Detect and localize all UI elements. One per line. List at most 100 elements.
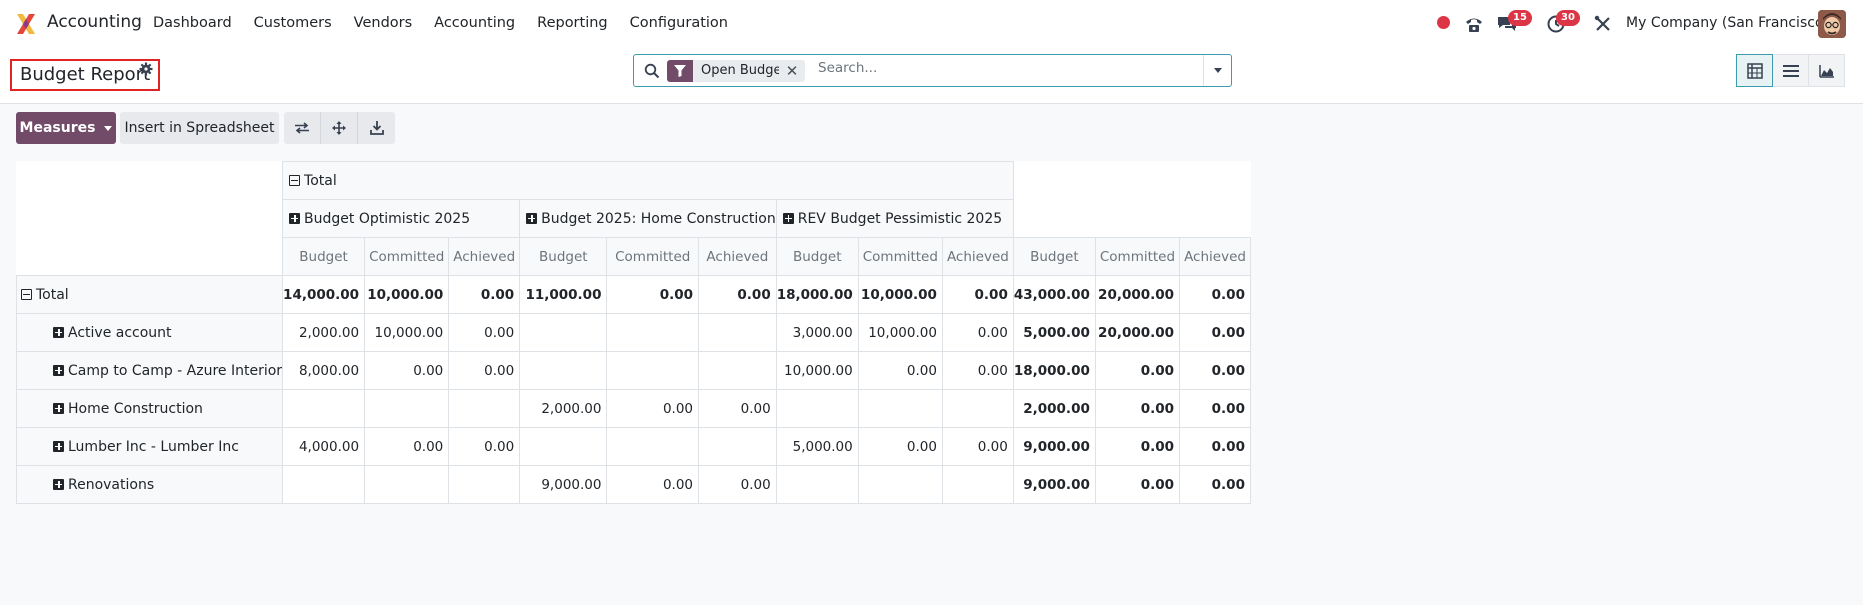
download-button[interactable] [358,112,395,144]
pivot-cell[interactable]: 0.00 [1179,427,1251,466]
pivot-cell[interactable]: 0.00 [606,275,699,314]
pivot-cell[interactable] [606,427,699,466]
pivot-cell[interactable] [857,389,943,428]
pivot-cell[interactable]: 0.00 [1094,351,1181,390]
column-header-group[interactable]: Budget Optimistic 2025 [282,199,521,238]
pivot-cell[interactable] [698,313,777,352]
menu-dashboard[interactable]: Dashboard [153,15,232,31]
menu-reporting[interactable]: Reporting [537,15,608,31]
pivot-cell[interactable] [941,465,1014,504]
pivot-cell[interactable]: 9,000.00 [519,465,608,504]
pivot-cell[interactable]: 0.00 [1094,389,1181,428]
expand-all-button[interactable] [321,112,358,144]
pivot-cell[interactable]: 0.00 [606,465,699,504]
pivot-cell[interactable]: 0.00 [1179,465,1251,504]
pivot-cell[interactable]: 0.00 [1179,275,1251,314]
measure-header[interactable]: Committed [364,237,450,276]
pivot-cell[interactable]: 0.00 [1179,313,1251,352]
measure-header[interactable]: Achieved [448,237,521,276]
measure-header[interactable]: Budget [519,237,608,276]
pivot-cell[interactable]: 4,000.00 [282,427,366,466]
gear-icon[interactable] [139,62,153,76]
search-input[interactable] [818,60,1198,76]
pivot-cell[interactable]: 10,000.00 [857,313,943,352]
pivot-cell[interactable]: 0.00 [448,313,521,352]
pivot-cell[interactable] [519,351,608,390]
pivot-cell[interactable] [364,389,450,428]
pivot-cell[interactable]: 0.00 [606,389,699,428]
measure-header[interactable]: Achieved [1179,237,1251,276]
menu-customers[interactable]: Customers [253,15,332,31]
pivot-cell[interactable]: 0.00 [857,427,943,466]
row-header[interactable]: Lumber Inc - Lumber Inc [15,427,284,466]
pivot-cell[interactable]: 0.00 [698,465,777,504]
pivot-cell[interactable] [448,465,521,504]
pivot-cell[interactable]: 0.00 [941,313,1014,352]
pivot-cell[interactable] [775,465,859,504]
pivot-cell[interactable] [941,389,1014,428]
user-avatar[interactable] [1818,10,1846,38]
search-icon[interactable] [644,63,660,79]
measure-header[interactable]: Achieved [698,237,777,276]
pivot-cell[interactable]: 11,000.00 [519,275,608,314]
menu-configuration[interactable]: Configuration [629,15,728,31]
row-header[interactable]: Home Construction [15,389,284,428]
pivot-cell[interactable]: 0.00 [698,275,777,314]
pivot-cell[interactable] [606,313,699,352]
pivot-cell[interactable]: 0.00 [448,275,521,314]
pivot-cell[interactable] [282,389,366,428]
pivot-cell[interactable] [448,389,521,428]
pivot-cell[interactable]: 20,000.00 [1094,275,1181,314]
pivot-cell[interactable]: 0.00 [1094,465,1181,504]
row-header[interactable]: Renovations [15,465,284,504]
pivot-cell[interactable]: 10,000.00 [364,313,450,352]
accounting-app-logo-icon[interactable] [15,14,37,34]
pivot-cell[interactable] [519,313,608,352]
pivot-cell[interactable] [364,465,450,504]
recording-indicator-icon[interactable] [1437,16,1450,29]
pivot-cell[interactable]: 20,000.00 [1094,313,1181,352]
pivot-view-button[interactable] [1736,54,1773,87]
pivot-cell[interactable]: 0.00 [941,275,1014,314]
tools-icon[interactable] [1592,13,1614,35]
pivot-cell[interactable]: 0.00 [1094,427,1181,466]
pivot-cell[interactable]: 0.00 [698,389,777,428]
pivot-cell[interactable]: 0.00 [364,351,450,390]
column-header-group[interactable]: Budget 2025: Home Construction [519,199,777,238]
pivot-cell[interactable]: 2,000.00 [282,313,366,352]
pivot-cell[interactable]: 0.00 [448,351,521,390]
remove-facet-close-icon[interactable]: ✕ [785,62,799,80]
pivot-cell[interactable]: 0.00 [857,351,943,390]
pivot-cell[interactable] [698,351,777,390]
pivot-cell[interactable]: 0.00 [941,427,1014,466]
measure-header[interactable]: Budget [775,237,859,276]
measure-header[interactable]: Committed [857,237,943,276]
flip-axis-button[interactable] [284,112,321,144]
company-switcher[interactable]: My Company (San Francisco) [1626,15,1829,31]
phone-icon[interactable] [1463,13,1485,35]
pivot-cell[interactable]: 0.00 [941,351,1014,390]
row-header[interactable]: Active account [15,313,284,352]
measure-header[interactable]: Budget [1012,237,1096,276]
pivot-cell[interactable] [519,427,608,466]
pivot-cell[interactable]: 3,000.00 [775,313,859,352]
pivot-cell[interactable] [606,351,699,390]
pivot-cell[interactable]: 9,000.00 [1012,427,1096,466]
search-options-chevron-down-icon[interactable] [1203,55,1231,86]
pivot-cell[interactable]: 43,000.00 [1012,275,1096,314]
measure-header[interactable]: Committed [606,237,699,276]
measure-header[interactable]: Budget [282,237,366,276]
menu-accounting[interactable]: Accounting [434,15,516,31]
pivot-cell[interactable]: 0.00 [364,427,450,466]
row-header-total[interactable]: Total [15,275,284,314]
pivot-cell[interactable]: 9,000.00 [1012,465,1096,504]
measures-button[interactable]: Measures [16,112,116,144]
pivot-cell[interactable]: 10,000.00 [364,275,450,314]
pivot-cell[interactable]: 5,000.00 [1012,313,1096,352]
pivot-cell[interactable]: 0.00 [1179,389,1251,428]
pivot-cell[interactable]: 8,000.00 [282,351,366,390]
column-header-group[interactable]: REV Budget Pessimistic 2025 [775,199,1014,238]
row-header[interactable]: Camp to Camp - Azure Interior [15,351,284,390]
pivot-cell[interactable] [282,465,366,504]
pivot-cell[interactable] [698,427,777,466]
